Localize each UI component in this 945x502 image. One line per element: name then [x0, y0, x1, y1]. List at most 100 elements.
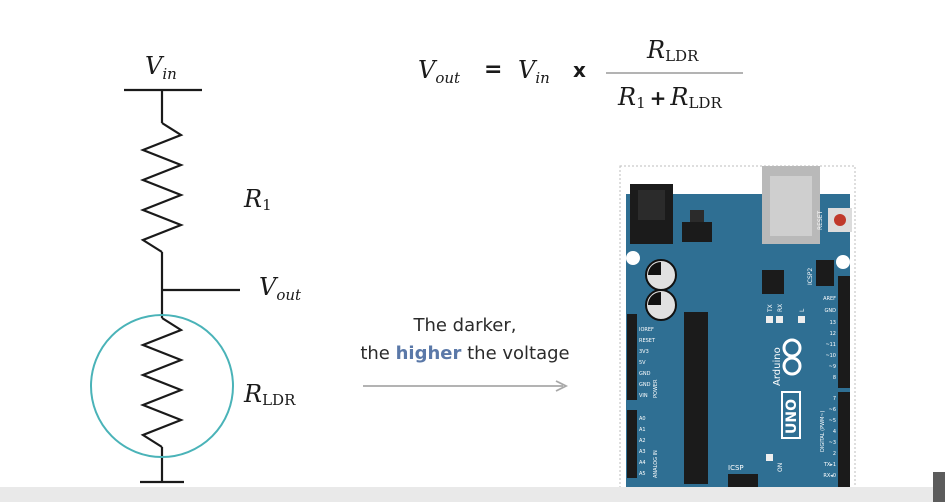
pin-gnd-1: GND: [639, 371, 651, 377]
vin-label-main: V: [145, 52, 163, 80]
pin-d11: ~11: [825, 342, 836, 348]
pin-d6: ~6: [829, 407, 836, 413]
formula-lhs-main: V: [418, 56, 436, 84]
rx-text: RX: [777, 304, 784, 312]
pin-d10: ~10: [825, 353, 836, 359]
formula-num-main: R: [647, 36, 666, 64]
usb-chip: [762, 270, 784, 294]
pin-d13: 13: [830, 320, 836, 326]
formula-vin-sub: in: [535, 69, 550, 87]
pin-d12: 12: [830, 331, 836, 337]
caption: The darker, the higher the voltage: [330, 312, 600, 368]
pin-d5: ~5: [829, 418, 836, 424]
formula-lhs-sub: out: [435, 69, 461, 87]
caption-line-1: The darker,: [413, 315, 517, 336]
pin-a2: A2: [639, 438, 646, 444]
rldr-label: RLDR: [244, 380, 296, 409]
video-progress-bar[interactable]: [0, 487, 945, 502]
pin-vin: VIN: [639, 393, 648, 399]
formula-den-plus: +: [649, 86, 667, 110]
pin-rx0: RX◂0: [823, 473, 836, 479]
pin-a4: A4: [639, 460, 646, 466]
vout-label: Vout: [259, 273, 302, 304]
formula-numerator: RLDR: [647, 36, 699, 65]
formula-den-r2-sub: LDR: [688, 94, 722, 112]
formula-num-sub: LDR: [665, 47, 699, 65]
on-text: ON: [777, 463, 784, 472]
formula-equals: =: [484, 57, 503, 82]
r1-label-sub: 1: [262, 196, 272, 214]
image-bounding-box: [619, 165, 856, 497]
capacitor-1-mark: [648, 262, 661, 275]
dc-jack-inner: [638, 190, 665, 220]
pin-d4: 4: [833, 429, 836, 435]
pin-d2: 2: [833, 451, 836, 457]
vout-label-sub: out: [276, 286, 302, 304]
reset-button[interactable]: [834, 214, 846, 226]
formula-denominator: R1 + RLDR: [618, 83, 722, 112]
atmega-chip: [684, 312, 708, 484]
pin-gnd-2: GND: [639, 382, 651, 388]
resistor-r1: [140, 122, 184, 253]
caption-highlight: higher: [395, 343, 462, 364]
pin-d3: ~3: [829, 440, 836, 446]
tx-text: TX: [767, 304, 774, 313]
pin-5v: 5V: [639, 360, 646, 366]
ldr-circle: [90, 314, 234, 458]
rldr-label-sub: LDR: [262, 391, 296, 409]
corner-control[interactable]: [933, 472, 945, 502]
pin-3v3: 3V3: [639, 349, 649, 355]
vin-label-sub: in: [162, 65, 177, 83]
caption-line-2-pre: the: [360, 343, 396, 364]
icsp2-header: [816, 260, 834, 286]
pin-aref: AREF: [823, 296, 836, 302]
icsp2-text: ICSP2: [807, 268, 814, 285]
l-text: L: [799, 308, 806, 312]
rldr-label-main: R: [244, 380, 263, 408]
pcb: [626, 194, 850, 495]
formula-den-r2-main: R: [670, 83, 689, 111]
pin-a5: A5: [639, 471, 646, 477]
analog-in-text: ANALOG IN: [653, 450, 659, 478]
mount-hole-1: [626, 251, 640, 265]
power-text: POWER: [653, 379, 659, 398]
formula-den-r1-sub: 1: [636, 94, 646, 112]
formula-times: x: [573, 58, 586, 82]
uno-badge: [781, 391, 801, 439]
analog-header: [627, 410, 637, 478]
led-on: [766, 454, 773, 461]
uno-text: UNO: [784, 399, 800, 434]
digital-header-bottom: [838, 392, 850, 488]
led-rx: [776, 316, 783, 323]
pin-a0: A0: [639, 416, 646, 422]
vin-label: Vin: [145, 52, 177, 83]
icsp-text: ICSP: [728, 464, 744, 472]
led-l: [798, 316, 805, 323]
pin-d7: 7: [833, 396, 836, 402]
pin-a3: A3: [639, 449, 646, 455]
caption-line-2: the higher the voltage: [330, 340, 600, 368]
formula-vin: Vin: [518, 56, 550, 87]
arrow-head: [555, 380, 569, 392]
capacitor-2-mark: [648, 292, 661, 305]
usb-port-inner: [770, 176, 812, 236]
digital-text: DIGITAL (PWM~): [820, 410, 826, 452]
pin-reset: RESET: [639, 338, 656, 344]
arduino-logo: [782, 338, 802, 376]
pin-d8: 8: [833, 375, 836, 381]
r1-label: R1: [244, 185, 272, 214]
formula-lhs: Vout: [418, 56, 461, 87]
regulator: [682, 222, 712, 242]
pin-gnd-r: GND: [825, 308, 837, 314]
mount-hole-2: [836, 255, 850, 269]
caption-line-2-post: the voltage: [461, 343, 570, 364]
regulator-tab: [690, 210, 704, 224]
reset-text: RESET: [817, 210, 824, 230]
pin-ioref: IOREF: [639, 327, 654, 333]
power-header: [627, 314, 637, 400]
pin-a1: A1: [639, 427, 646, 433]
vout-label-main: V: [259, 273, 277, 301]
resistor-ldr: [140, 317, 184, 448]
